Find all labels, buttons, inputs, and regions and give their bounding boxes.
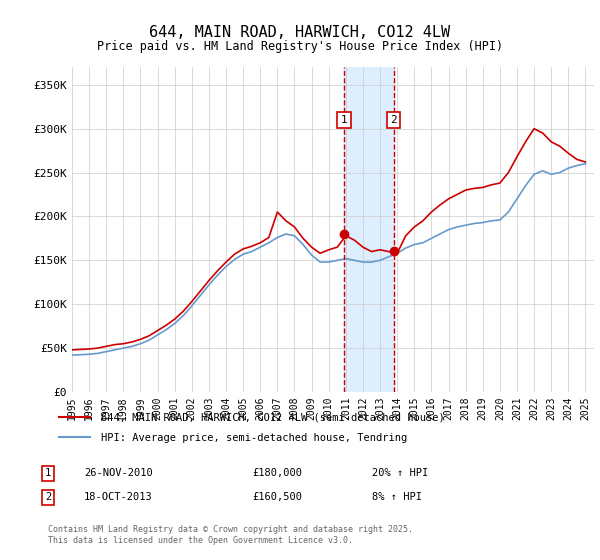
Text: 1: 1 [45, 468, 51, 478]
Text: 644, MAIN ROAD, HARWICH, CO12 4LW: 644, MAIN ROAD, HARWICH, CO12 4LW [149, 25, 451, 40]
Text: HPI: Average price, semi-detached house, Tendring: HPI: Average price, semi-detached house,… [101, 433, 407, 444]
Text: 18-OCT-2013: 18-OCT-2013 [84, 492, 153, 502]
Text: 8% ↑ HPI: 8% ↑ HPI [372, 492, 422, 502]
Text: 644, MAIN ROAD, HARWICH, CO12 4LW (semi-detached house): 644, MAIN ROAD, HARWICH, CO12 4LW (semi-… [101, 413, 445, 422]
Text: £180,000: £180,000 [252, 468, 302, 478]
Text: 20% ↑ HPI: 20% ↑ HPI [372, 468, 428, 478]
Text: 2: 2 [45, 492, 51, 502]
Text: £160,500: £160,500 [252, 492, 302, 502]
Text: Contains HM Land Registry data © Crown copyright and database right 2025.
This d: Contains HM Land Registry data © Crown c… [48, 525, 413, 545]
Text: 1: 1 [341, 115, 347, 125]
Bar [344, 67, 394, 392]
Text: Price paid vs. HM Land Registry's House Price Index (HPI): Price paid vs. HM Land Registry's House … [97, 40, 503, 53]
Text: 2: 2 [391, 115, 397, 125]
Text: 26-NOV-2010: 26-NOV-2010 [84, 468, 153, 478]
